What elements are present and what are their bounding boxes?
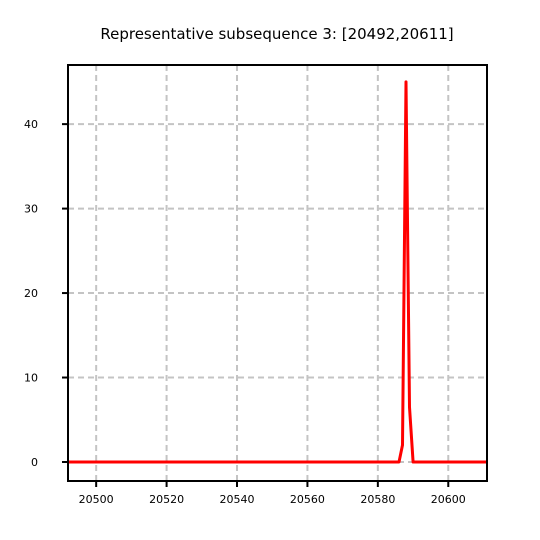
y-axis: 0 10 20 30 40 [24,118,68,469]
plot-frame [67,64,488,482]
y-tick-label: 0 [31,456,38,469]
series-line [68,80,487,464]
chart-title: Representative subsequence 3: [20492,206… [100,25,453,43]
y-tick-label: 10 [24,372,38,385]
y-tick-label: 30 [24,203,38,216]
y-tick-label: 20 [24,287,38,300]
x-tick-label: 20560 [290,493,325,506]
x-tick-label: 20600 [431,493,466,506]
x-tick-label: 20580 [360,493,395,506]
series-layer [68,80,487,464]
y-tick-label: 40 [24,118,38,131]
x-tick-label: 20500 [79,493,114,506]
x-axis: 20500 20520 20540 20560 20580 20600 [79,481,466,506]
grid [68,65,487,481]
x-tick-label: 20540 [220,493,255,506]
x-tick-label: 20520 [149,493,184,506]
